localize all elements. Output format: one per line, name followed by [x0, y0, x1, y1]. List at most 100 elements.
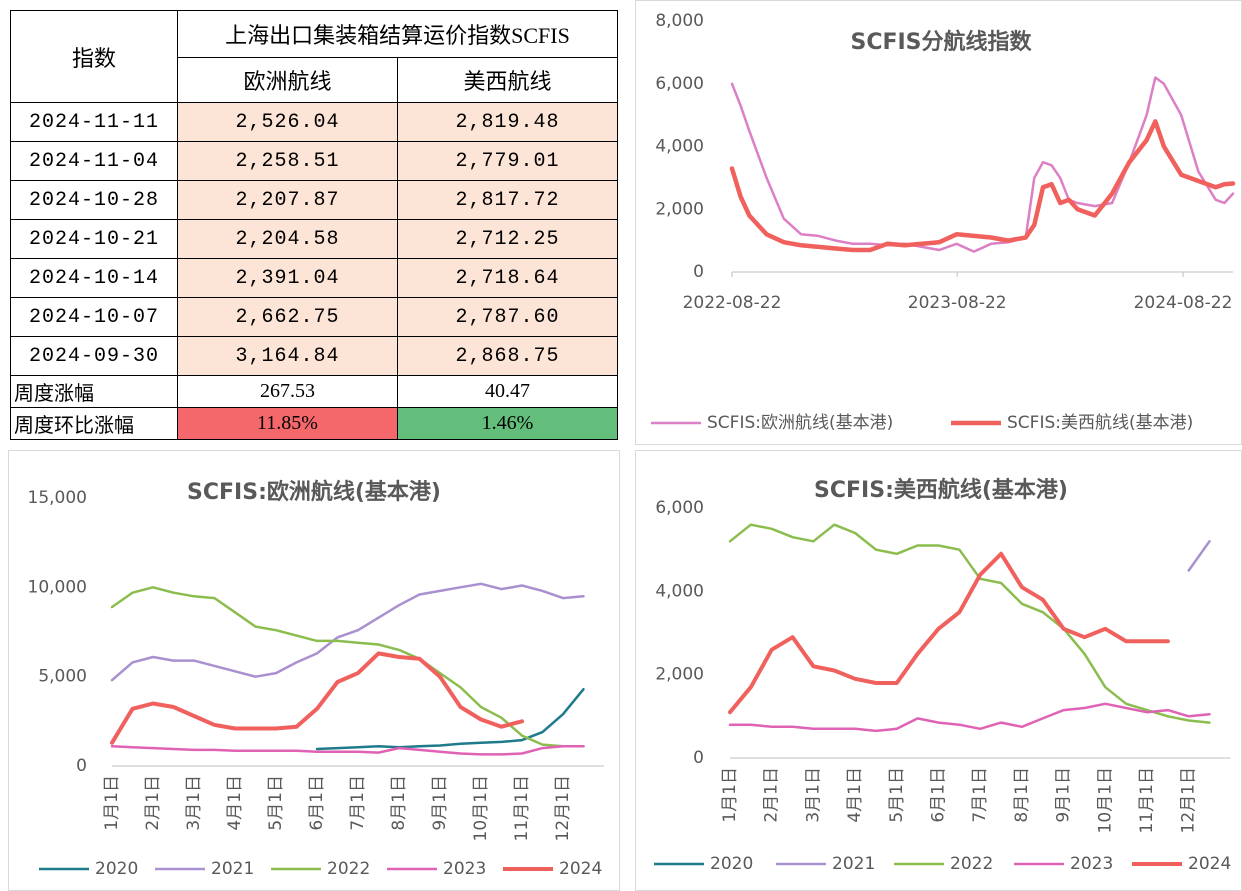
table-cell: 2024-09-30: [10, 336, 178, 376]
series-line: [1187, 540, 1211, 572]
x-tick-label: 10月1日: [471, 775, 491, 841]
table-cell: 2,787.60: [397, 297, 618, 337]
table-cell: 2,718.64: [397, 258, 618, 298]
x-tick-label: 1月1日: [720, 767, 740, 823]
legend-label: 2020: [95, 859, 138, 879]
x-tick-label: 9月1日: [1054, 767, 1074, 823]
y-tick-label: 0: [693, 748, 704, 768]
x-tick-label: 5月1日: [887, 767, 907, 823]
table-cell: 2,819.48: [397, 102, 618, 142]
chart: SCFIS分航线指数 0 2,000 4,000 6,000 8,000 2022-08-2…: [635, 0, 1242, 445]
x-tick-label: 2月1日: [143, 775, 163, 831]
x-tick-label: 8月1日: [389, 775, 409, 831]
legend-label: SCFIS:美西航线(基本港): [1007, 413, 1193, 433]
table-cell: 2,526.04: [177, 102, 398, 142]
x-tick-label: 10月1日: [1095, 767, 1115, 833]
y-tick-label: 8,000: [655, 11, 704, 31]
x-tick-label: 3月1日: [803, 767, 823, 823]
series-line: [730, 76, 1235, 253]
legend-label: 2022: [327, 859, 370, 879]
table-cell: 2,207.87: [177, 180, 398, 220]
table-cell: 2,817.72: [397, 180, 618, 220]
x-tick-label: 7月1日: [970, 767, 990, 823]
legend-label: 2024: [1188, 854, 1231, 874]
table-cell: 2,258.51: [177, 141, 398, 181]
chart: SCFIS:欧洲航线(基本港) 0 5,000 10,000 15,000 1月1日 2月1…: [8, 450, 620, 891]
legend-label: 2023: [1070, 854, 1113, 874]
table-cell: 2024-11-11: [10, 102, 178, 142]
x-tick-label: 3月1日: [184, 775, 204, 831]
x-tick-label: 6月1日: [307, 775, 327, 831]
table-cell: 2,204.58: [177, 219, 398, 259]
table-cell: 3,164.84: [177, 336, 398, 376]
table-row: 2024-11-11 2,526.04 2,819.48: [10, 102, 618, 142]
table-cell: 11.85%: [177, 407, 398, 440]
x-tick-label: 9月1日: [430, 775, 450, 831]
x-tick-label: 12月1日: [553, 775, 573, 841]
chart: SCFIS:美西航线(基本港) 0 2,000 4,000 6,000 1月1日 2月1日 3…: [635, 450, 1242, 891]
x-tick-label: 2023-08-22: [908, 293, 1007, 313]
y-tick-label: 0: [693, 262, 704, 282]
table-cell: 40.47: [397, 375, 618, 408]
series-line: [728, 523, 1211, 724]
table-row: 周度环比涨幅 11.85% 1.46%: [10, 407, 618, 440]
table-cell: 周度涨幅: [10, 375, 178, 408]
table-cell: 267.53: [177, 375, 398, 408]
x-tick-label: 8月1日: [1012, 767, 1032, 823]
table-row: 2024-09-30 3,164.84 2,868.75: [10, 336, 618, 376]
series-line: [728, 702, 1211, 733]
series-line: [110, 651, 524, 745]
header-cell: 上海出口集装箱结算运价指数SCFIS: [177, 10, 618, 58]
chart-title: SCFIS:欧洲航线(基本港): [187, 479, 441, 505]
y-tick-label: 6,000: [655, 74, 704, 94]
x-tick-label: 12月1日: [1179, 767, 1199, 833]
table-row: 2024-10-14 2,391.04 2,718.64: [10, 258, 618, 298]
x-tick-label: 7月1日: [348, 775, 368, 831]
header-cell: 美西航线: [397, 57, 618, 103]
table-cell: 2024-10-21: [10, 219, 178, 259]
legend-label: 2021: [211, 859, 254, 879]
index-table: 指数 上海出口集装箱结算运价指数SCFIS 欧洲航线 美西航线 2024-11-…: [10, 10, 618, 440]
table-row: 2024-10-28 2,207.87 2,817.72: [10, 180, 618, 220]
table-body: 指数 上海出口集装箱结算运价指数SCFIS 欧洲航线 美西航线 2024-11-…: [10, 10, 618, 440]
table-cell: 2,712.25: [397, 219, 618, 259]
table-cell: 2,779.01: [397, 141, 618, 181]
x-tick-label: 11月1日: [1137, 767, 1157, 833]
x-tick-label: 2022-08-22: [683, 293, 782, 313]
x-tick-label: 4月1日: [845, 767, 865, 823]
y-tick-label: 2,000: [655, 199, 704, 219]
table-row: 2024-11-04 2,258.51 2,779.01: [10, 141, 618, 181]
legend-label: 2024: [559, 859, 602, 879]
table-row: 周度涨幅 267.53 40.47: [10, 375, 618, 408]
x-tick-label: 5月1日: [266, 775, 286, 831]
x-tick-label: 1月1日: [102, 775, 122, 831]
x-tick-label: 6月1日: [929, 767, 949, 823]
chart-title: SCFIS:美西航线(基本港): [814, 477, 1068, 503]
table-cell: 1.46%: [397, 407, 618, 440]
x-tick-label: 2月1日: [762, 767, 782, 823]
header-cell: 欧洲航线: [177, 57, 398, 103]
table-cell: 2024-10-07: [10, 297, 178, 337]
y-tick-label: 15,000: [28, 488, 87, 508]
y-tick-label: 4,000: [655, 137, 704, 157]
header-row: 欧洲航线 美西航线: [11, 57, 618, 103]
legend-label: 2022: [950, 854, 993, 874]
table-cell: 2,868.75: [397, 336, 618, 376]
table-cell: 2024-10-14: [10, 258, 178, 298]
table-cell: 2,662.75: [177, 297, 398, 337]
legend-label: 2023: [443, 859, 486, 879]
table-row: 2024-10-07 2,662.75 2,787.60: [10, 297, 618, 337]
x-tick-label: 2024-08-22: [1134, 293, 1233, 313]
y-tick-label: 5,000: [38, 667, 87, 687]
table-cell: 2024-11-04: [10, 141, 178, 181]
y-tick-label: 6,000: [655, 498, 704, 518]
header-cell: 指数: [10, 10, 178, 103]
series-line: [110, 582, 585, 682]
table-cell: 2024-10-28: [10, 180, 178, 220]
series-line: [110, 745, 585, 756]
y-tick-label: 0: [76, 756, 87, 776]
series-line: [729, 119, 1236, 253]
series-line: [728, 551, 1170, 715]
y-tick-label: 2,000: [655, 665, 704, 685]
